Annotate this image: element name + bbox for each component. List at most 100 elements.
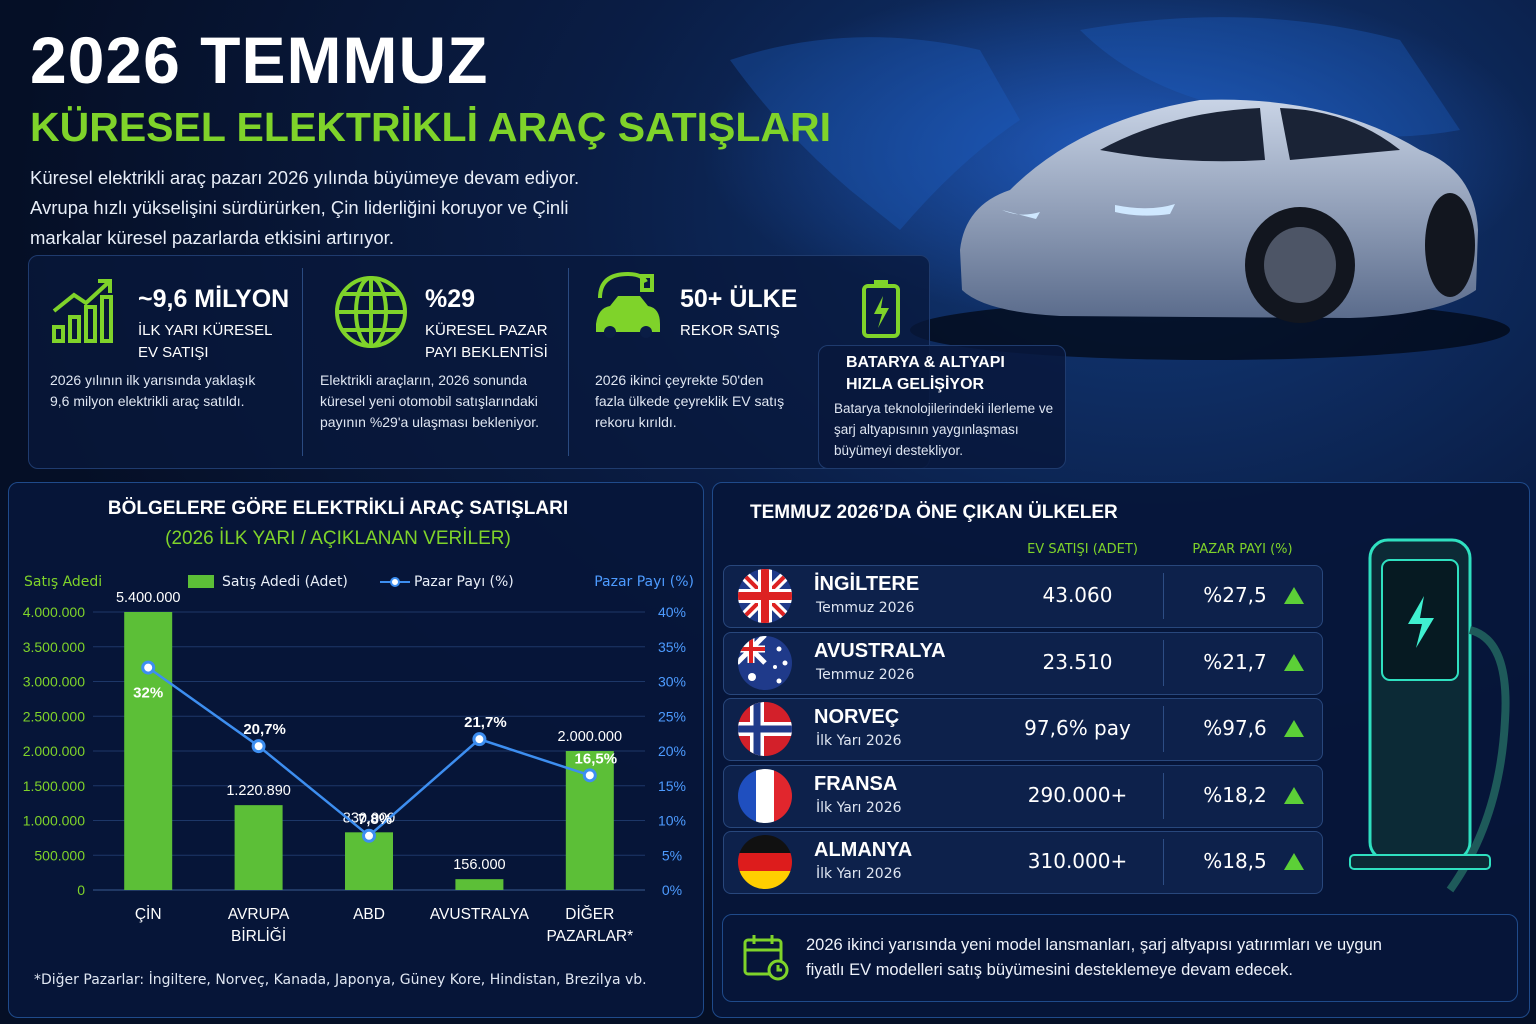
x-tick-label: AVUSTRALYA <box>429 906 529 923</box>
y2-tick-label: 30% <box>658 674 686 690</box>
ev-icon <box>596 271 660 338</box>
x-tick-label: AVRUPA BİRLİĞİ <box>227 906 290 945</box>
country-period: İlk Yarı 2026 <box>816 733 902 749</box>
country-period: Temmuz 2026 <box>816 666 915 683</box>
country-name: FRANSA <box>814 772 898 795</box>
x-tick-label: DİĞER PAZARLAR* <box>546 906 634 945</box>
line-value-label: 21,7% <box>464 714 507 731</box>
stat-text: Elektrikli araçların, 2026 sonunda küres… <box>320 372 540 430</box>
country-name: AVUSTRALYA <box>814 639 946 662</box>
stat-headline: ~9,6 MİLYON <box>138 285 290 313</box>
bar <box>124 612 173 890</box>
up-arrow <box>1284 720 1304 737</box>
country-share: %97,6 <box>1203 716 1267 740</box>
country-period: Temmuz 2026 <box>816 600 915 616</box>
charger-art <box>1349 538 1510 893</box>
up-arrow <box>1284 653 1304 671</box>
country-share: %18,2 <box>1203 782 1267 807</box>
bar-value-label: 156.000 <box>453 857 505 873</box>
calendar-icon <box>743 935 789 981</box>
line-point <box>141 660 156 675</box>
stat-text: Batarya teknolojilerindeki ilerleme ve ş… <box>834 401 1054 458</box>
country-sales: 310.000+ <box>1027 849 1128 873</box>
line-value-label: 16,5% <box>575 750 618 767</box>
y-tick-label: 1.500.000 <box>23 778 85 794</box>
separator <box>1163 839 1164 885</box>
separator <box>1163 639 1164 686</box>
country-sales: 43.060 <box>1042 583 1113 607</box>
line-value-label: 7,8% <box>358 811 392 828</box>
country-period: İlk Yarı 2026 <box>816 866 902 882</box>
up-arrow <box>1284 853 1304 870</box>
y-tick-label: 1.000.000 <box>23 813 85 829</box>
country-flag <box>738 635 792 690</box>
country-sales: 97,6% pay <box>1024 716 1131 740</box>
subtitle: KÜRESEL ELEKTRİKLİ ARAÇ SATIŞLARI <box>30 104 832 150</box>
country-row <box>723 565 1323 628</box>
line-value-label: 20,7% <box>243 721 286 738</box>
chart-title: BÖLGELERE GÖRE ELEKTRİKLİ ARAÇ SATIŞLARI <box>107 498 569 519</box>
line-value-label: 32% <box>133 685 163 702</box>
battery-icon <box>862 280 900 338</box>
legend-label: Pazar Payı (%) <box>414 574 514 590</box>
country-share: %27,5 <box>1203 583 1267 607</box>
line-point <box>472 732 487 747</box>
y-tick-label: 3.500.000 <box>23 639 85 655</box>
table-title: TEMMUZ 2026’DA ÖNE ÇIKAN ÜLKELER <box>750 502 1118 523</box>
y2-tick-label: 10% <box>658 813 686 829</box>
y-tick-label: 0 <box>77 882 85 898</box>
country-flag <box>738 768 792 823</box>
y2-tick-label: 5% <box>662 847 682 863</box>
y2-tick-label: 0% <box>662 882 682 898</box>
title: 2026 TEMMUZ <box>30 23 489 97</box>
y2-tick-label: 15% <box>658 778 686 794</box>
country-flag <box>738 569 792 623</box>
country-row <box>723 764 1323 828</box>
chart-panel <box>8 482 704 1018</box>
separator <box>1163 772 1164 819</box>
stat-label: KÜRESEL PAZAR PAYI BEKLENTİSİ <box>425 322 548 361</box>
footnote: *Diğer Pazarlar: İngiltere, Norveç, Kana… <box>34 972 647 988</box>
y-tick-label: 3.000.000 <box>23 674 85 690</box>
country-name: İNGİLTERE <box>814 573 920 595</box>
y-tick-label: 2.000.000 <box>23 743 85 759</box>
chart-subtitle: (2026 İLK YARI / AÇIKLANAN VERİLER) <box>165 528 511 549</box>
growth-icon <box>52 279 113 343</box>
stat-text: 2026 yılının ilk yarısında yaklaşık 9,6 … <box>50 372 256 409</box>
column-header: EV SATIŞI (ADET) <box>1027 542 1138 557</box>
y2-tick-label: 25% <box>658 708 686 724</box>
hero-art <box>700 0 1536 360</box>
country-flag <box>738 835 792 889</box>
country-row <box>723 698 1323 761</box>
stat-text: 2026 ikinci çeyrekte 50'den fazla ülkede… <box>595 372 785 430</box>
globe-icon <box>335 276 407 348</box>
y-axis-title: Satış Adedi <box>24 574 103 590</box>
legend-label: Satış Adedi (Adet) <box>222 574 348 590</box>
bar-value-label: 2.000.000 <box>558 729 623 745</box>
y-tick-label: 500.000 <box>34 847 85 863</box>
country-name: NORVEÇ <box>814 706 900 728</box>
y-tick-label: 4.000.000 <box>23 604 85 620</box>
note-box <box>722 914 1518 1002</box>
country-row <box>723 831 1323 894</box>
country-share: %21,7 <box>1203 649 1267 674</box>
bar <box>455 879 504 890</box>
country-share: %18,5 <box>1203 849 1267 873</box>
stat-headline: BATARYA & ALTYAPI HIZLA GELİŞİYOR <box>846 354 1005 393</box>
country-name: ALMANYA <box>814 839 913 861</box>
stat-card <box>818 345 1066 469</box>
legend-line <box>380 577 410 587</box>
country-period: İlk Yarı 2026 <box>816 799 902 816</box>
up-arrow <box>1284 587 1304 604</box>
up-arrow <box>1284 786 1304 804</box>
country-sales: 290.000+ <box>1027 782 1128 807</box>
stat-headline: %29 <box>425 285 476 313</box>
y-tick-label: 2.500.000 <box>23 708 85 724</box>
y2-tick-label: 40% <box>658 604 686 620</box>
bar-value-label: 1.220.890 <box>226 783 291 799</box>
y2-axis-title: Pazar Payı (%) <box>594 574 694 590</box>
line-point <box>582 768 597 783</box>
stat-label: REKOR SATIŞ <box>680 322 780 339</box>
